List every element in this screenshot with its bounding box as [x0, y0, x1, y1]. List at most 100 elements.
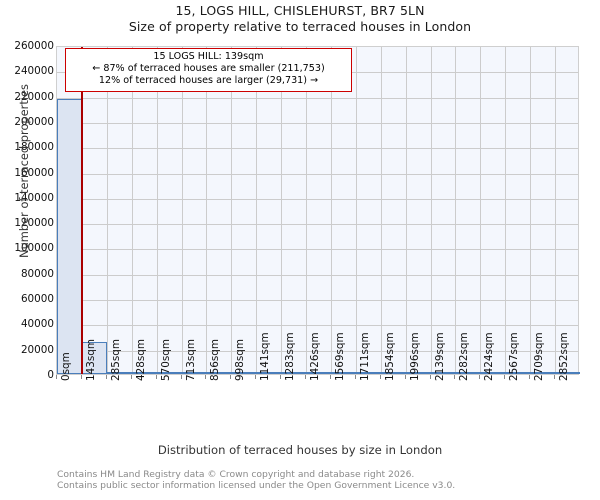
x-axis-tick: 428sqm: [134, 339, 147, 381]
bar: [430, 372, 456, 374]
y-axis-tick: 20000: [20, 343, 54, 356]
y-axis-tick-labels: 0 20000 40000 60000 80000 100000 120000 140000 1…: [0, 0, 54, 500]
x-axis-tick: 143sqm: [84, 339, 97, 381]
y-axis-tick: 100000: [14, 242, 54, 255]
grid-line-vertical: [355, 47, 357, 374]
grid-line-vertical: [156, 47, 158, 374]
grid-line-vertical: [306, 47, 308, 374]
grid-line-horizontal: [57, 274, 578, 276]
x-axis-tick-mark: [554, 375, 556, 379]
grid-line-vertical: [480, 47, 482, 374]
grid-line-vertical: [206, 47, 208, 374]
y-axis-tick: 80000: [20, 267, 54, 280]
y-axis-tick: 60000: [20, 293, 54, 306]
grid-line-vertical: [106, 47, 108, 374]
property-annotation-box: 15 LOGS HILL: 139sqm ← 87% of terraced h…: [65, 48, 352, 92]
y-axis-tick: 160000: [14, 166, 54, 179]
bar: [505, 372, 531, 374]
grid-line-vertical: [505, 47, 507, 374]
bar: [480, 372, 506, 374]
y-axis-tick: 140000: [14, 191, 54, 204]
grid-line-horizontal: [57, 122, 578, 124]
bar: [256, 372, 282, 374]
grid-line-vertical: [281, 47, 283, 374]
plot-area: [56, 46, 580, 375]
x-axis-tick-mark: [429, 375, 431, 379]
bar: [530, 372, 556, 374]
x-axis-tick-mark: [404, 375, 406, 379]
bar: [206, 372, 232, 374]
x-axis-tick: 1996sqm: [408, 332, 421, 381]
bar: [455, 372, 481, 374]
x-axis-title: Distribution of terraced houses by size …: [157, 443, 443, 457]
bar: [131, 372, 157, 374]
x-axis-tick-mark: [155, 375, 157, 379]
x-axis-tick: 2852sqm: [558, 332, 571, 381]
x-axis-tick-mark: [105, 375, 107, 379]
bar: [405, 372, 431, 374]
annotation-line-2: ← 87% of terraced houses are smaller (21…: [92, 63, 325, 75]
x-axis-tick-mark: [454, 375, 456, 379]
x-axis-tick: 2567sqm: [508, 332, 521, 381]
marker-line: [81, 47, 83, 374]
grid-line-vertical: [405, 47, 407, 374]
x-axis-tick: 713sqm: [184, 339, 197, 381]
y-axis-tick: 40000: [20, 318, 54, 331]
grid-line-horizontal: [57, 198, 578, 200]
x-axis-tick-mark: [56, 375, 57, 379]
x-axis-tick: 2709sqm: [533, 332, 546, 381]
x-axis-tick: 856sqm: [209, 339, 222, 381]
bar: [57, 99, 82, 374]
bar: [231, 372, 257, 374]
grid-line-vertical: [330, 47, 332, 374]
grid-line-vertical: [555, 47, 557, 374]
grid-line-horizontal: [57, 148, 578, 150]
x-axis-tick-mark: [130, 375, 132, 379]
x-axis-tick-mark: [80, 375, 82, 379]
x-axis-tick-mark: [329, 375, 331, 379]
grid-line-horizontal: [57, 249, 578, 251]
bar: [281, 372, 307, 374]
x-axis-tick-mark: [180, 375, 182, 379]
x-axis-tick-mark: [305, 375, 307, 379]
y-axis-tick: 260000: [14, 40, 54, 52]
grid-line-horizontal: [57, 173, 578, 175]
x-axis-tick: 1283sqm: [284, 332, 297, 381]
x-axis-tick-mark: [280, 375, 282, 379]
x-axis-tick: 1141sqm: [259, 332, 272, 381]
annotation-line-3: 12% of terraced houses are larger (29,73…: [98, 75, 319, 87]
x-axis-tick-mark: [379, 375, 381, 379]
chart-subtitle: Size of property relative to terraced ho…: [128, 19, 472, 34]
x-axis-tick: 1426sqm: [309, 332, 322, 381]
annotation-line-1: 15 LOGS HILL: 139sqm: [153, 51, 264, 62]
y-axis-tick: 180000: [14, 141, 54, 154]
attribution-footer: Contains HM Land Registry data © Crown c…: [57, 469, 577, 491]
grid-line-vertical: [256, 47, 258, 374]
bar: [156, 372, 182, 374]
grid-line-horizontal: [57, 350, 578, 352]
x-axis-tick: 1569sqm: [333, 332, 346, 381]
x-axis-tick-mark: [529, 375, 531, 379]
bar: [330, 372, 356, 374]
grid-line-vertical: [231, 47, 233, 374]
footer-line-1: Contains HM Land Registry data © Crown c…: [57, 469, 415, 480]
x-axis-tick: 2424sqm: [483, 332, 496, 381]
x-axis-tick-mark: [205, 375, 207, 379]
grid-line-vertical: [181, 47, 183, 374]
bar: [306, 372, 331, 374]
grid-line-vertical: [380, 47, 382, 374]
bar: [555, 372, 580, 374]
y-axis-title: Number of terraced properties: [17, 84, 31, 258]
bar: [380, 372, 406, 374]
x-axis-tick-mark: [504, 375, 506, 379]
x-axis-tick-mark: [255, 375, 257, 379]
grid-line-horizontal: [57, 97, 578, 99]
y-axis-tick: 200000: [14, 115, 54, 128]
bar: [355, 372, 381, 374]
x-axis-tick: 570sqm: [159, 339, 172, 381]
x-axis-tick-mark: [354, 375, 356, 379]
grid-line-horizontal: [57, 325, 578, 327]
y-axis-tick: 220000: [14, 90, 54, 103]
x-axis-tick: 2139sqm: [433, 332, 446, 381]
